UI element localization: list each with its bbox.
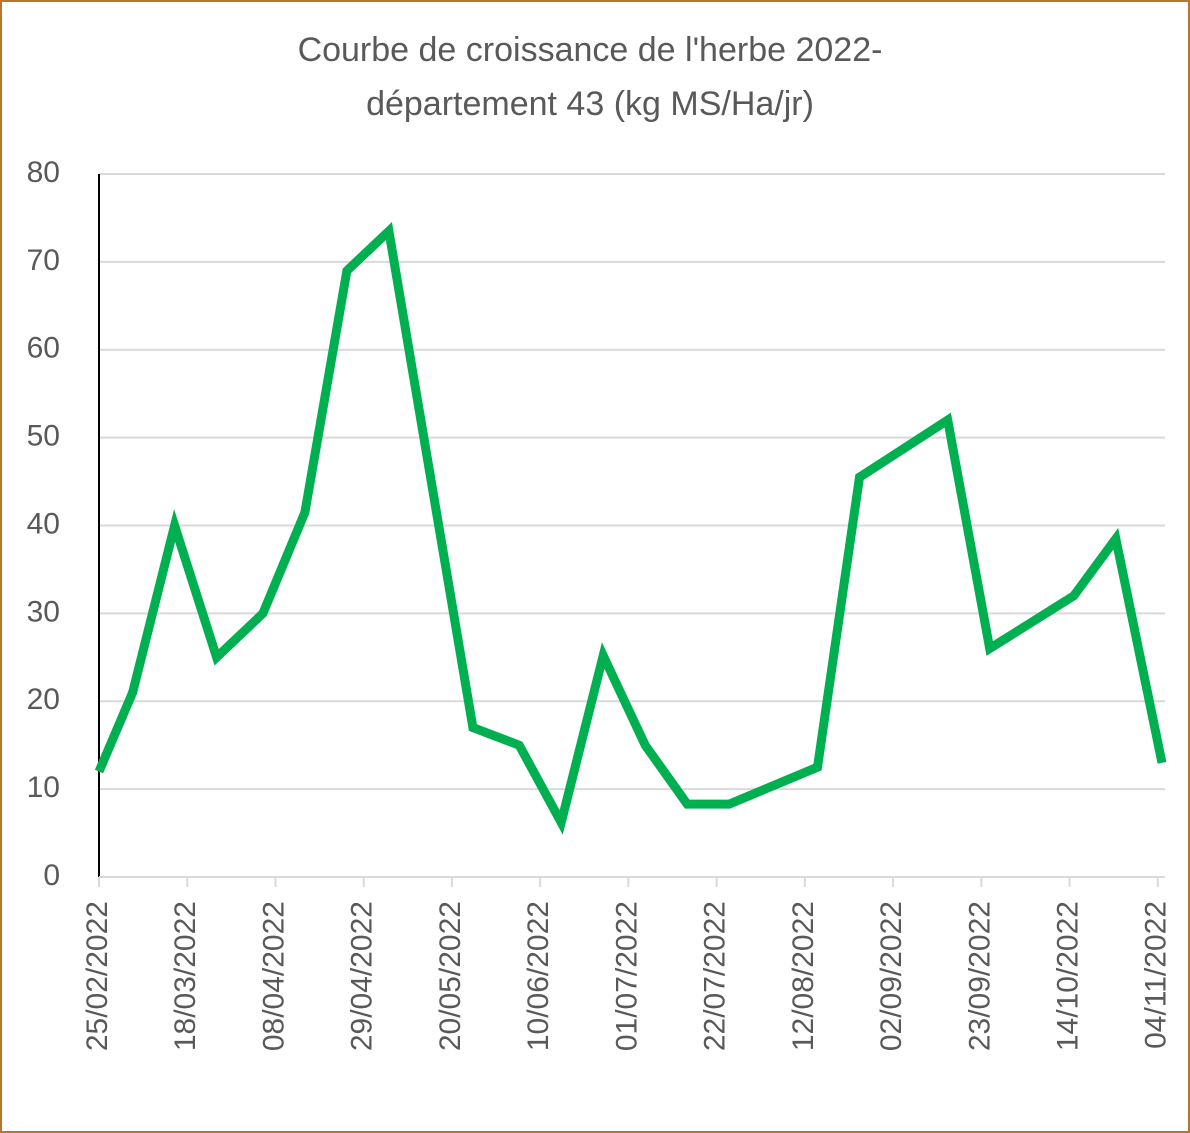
- x-tick-label: 25/02/2022: [81, 901, 114, 1051]
- x-tick-label: 20/05/2022: [434, 901, 467, 1051]
- x-tick-label: 22/07/2022: [699, 901, 732, 1051]
- y-tick-label: 60: [27, 332, 60, 365]
- y-tick-label: 0: [43, 859, 60, 892]
- y-tick-label: 40: [27, 507, 60, 540]
- chart-title: Courbe de croissance de l'herbe 2022-: [298, 31, 883, 69]
- x-tick-label: 01/07/2022: [610, 901, 643, 1051]
- x-tick-label: 18/03/2022: [169, 901, 202, 1051]
- y-tick-label: 30: [27, 595, 60, 628]
- y-tick-label: 20: [27, 683, 60, 716]
- chart-title: département 43 (kg MS/Ha/jr): [366, 85, 814, 123]
- x-tick-label: 02/09/2022: [875, 901, 908, 1051]
- x-tick-label: 08/04/2022: [257, 901, 290, 1051]
- y-tick-label: 70: [27, 244, 60, 277]
- x-tick-label: 23/09/2022: [963, 901, 996, 1051]
- x-tick-label: 12/08/2022: [787, 901, 820, 1051]
- y-tick-label: 80: [27, 156, 60, 189]
- y-tick-label: 50: [27, 420, 60, 453]
- x-tick-label: 14/10/2022: [1051, 901, 1084, 1051]
- x-tick-label: 29/04/2022: [346, 901, 379, 1051]
- data-line: [94, 222, 1167, 835]
- y-tick-label: 10: [27, 771, 60, 804]
- x-tick-label: 10/06/2022: [522, 901, 555, 1051]
- x-tick-label: 04/11/2022: [1140, 901, 1173, 1049]
